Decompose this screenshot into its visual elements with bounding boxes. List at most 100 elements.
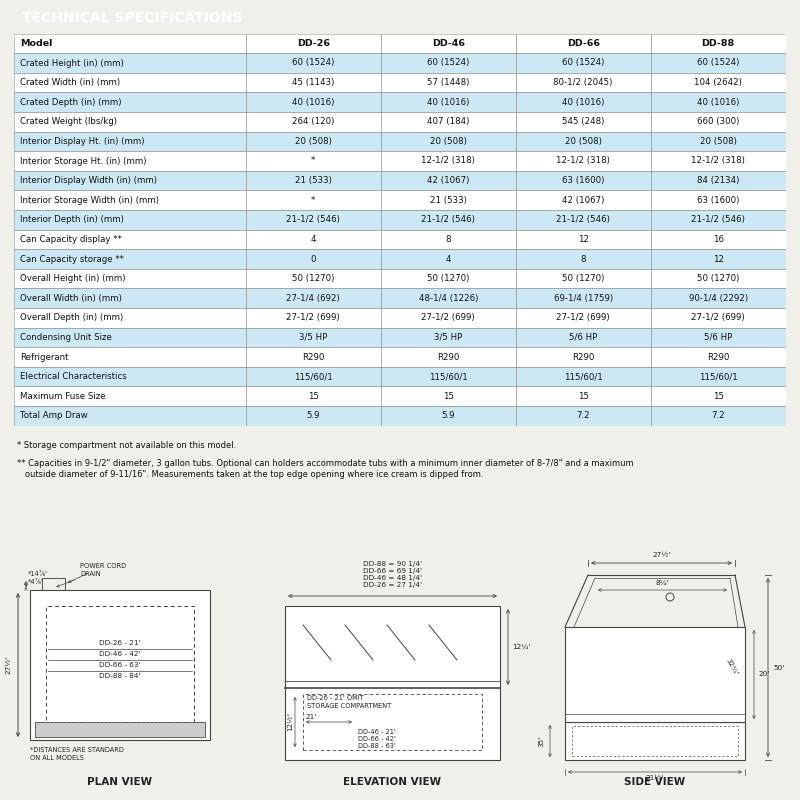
Text: Can Capacity display **: Can Capacity display ** [20,235,122,244]
Text: *DISTANCES ARE STANDARD: *DISTANCES ARE STANDARD [30,747,124,753]
Text: 21': 21' [305,714,316,720]
Text: 27-1/2 (699): 27-1/2 (699) [556,314,610,322]
Bar [565,627,745,722]
Bar [14,73,786,93]
Text: DD-66: DD-66 [566,39,600,48]
Text: Model: Model [20,39,52,48]
Text: 84 (2134): 84 (2134) [697,176,739,185]
Text: DD-88 - 84': DD-88 - 84' [99,673,141,679]
Bar [35,722,205,737]
Bar [14,386,786,406]
Text: 21 (533): 21 (533) [430,196,466,205]
Text: 27½': 27½' [5,656,11,674]
Bar [285,606,500,760]
Text: DD-88: DD-88 [702,39,734,48]
Text: R290: R290 [572,353,594,362]
Text: 12: 12 [578,235,589,244]
Text: SIDE VIEW: SIDE VIEW [624,777,686,787]
Text: DD-66 - 63': DD-66 - 63' [99,662,141,668]
Bar [572,726,738,756]
Text: DD-46 - 42': DD-46 - 42' [99,651,141,657]
Text: 20 (508): 20 (508) [430,137,466,146]
Text: 21½': 21½' [646,775,664,781]
Bar [14,230,786,250]
Text: Condensing Unit Size: Condensing Unit Size [20,333,112,342]
Text: 5.9: 5.9 [306,411,320,420]
Bar [14,53,786,73]
Text: ELEVATION VIEW: ELEVATION VIEW [343,777,442,787]
Bar [46,606,194,724]
Text: 21-1/2 (546): 21-1/2 (546) [556,215,610,224]
Text: DD-26 - 21': DD-26 - 21' [99,640,141,646]
Text: 15: 15 [308,392,318,401]
Text: 50 (1270): 50 (1270) [292,274,334,283]
Text: 115/60/1: 115/60/1 [698,372,738,381]
Text: 63 (1600): 63 (1600) [562,176,604,185]
Text: R290: R290 [707,353,730,362]
Text: 42 (1067): 42 (1067) [562,196,604,205]
Text: 35': 35' [538,735,544,746]
Text: 8: 8 [446,235,451,244]
Text: 32¾': 32¾' [725,658,739,677]
Text: 12-1/2 (318): 12-1/2 (318) [556,157,610,166]
Text: 115/60/1: 115/60/1 [429,372,467,381]
Bar [14,171,786,190]
Text: 48-1/4 (1226): 48-1/4 (1226) [418,294,478,302]
Text: 12¼': 12¼' [512,644,530,650]
Text: ON ALL MODELS: ON ALL MODELS [30,755,84,761]
Text: 69-1/4 (1759): 69-1/4 (1759) [554,294,613,302]
Text: Overall Width (in) (mm): Overall Width (in) (mm) [20,294,122,302]
Text: 50 (1270): 50 (1270) [562,274,604,283]
Bar [14,34,786,53]
Text: DD-66 = 69 1/4': DD-66 = 69 1/4' [363,568,422,574]
Text: 21-1/2 (546): 21-1/2 (546) [422,215,475,224]
Bar [14,249,786,269]
Text: *: * [311,157,315,166]
Bar [14,308,786,328]
Text: Overall Depth (in) (mm): Overall Depth (in) (mm) [20,314,123,322]
Text: Crated Depth (in) (mm): Crated Depth (in) (mm) [20,98,122,106]
Text: Interior Display Width (in) (mm): Interior Display Width (in) (mm) [20,176,157,185]
Text: DD-88 = 90 1/4': DD-88 = 90 1/4' [363,561,422,567]
Text: 90-1/4 (2292): 90-1/4 (2292) [689,294,748,302]
Text: 63 (1600): 63 (1600) [697,196,739,205]
Text: STORAGE COMPARTMENT: STORAGE COMPARTMENT [307,703,391,709]
Text: 80-1/2 (2045): 80-1/2 (2045) [554,78,613,87]
Text: Electrical Characteristics: Electrical Characteristics [20,372,126,381]
Text: POWER CORD: POWER CORD [68,563,126,582]
Text: 5/6 HP: 5/6 HP [704,333,732,342]
Text: 5/6 HP: 5/6 HP [569,333,598,342]
Text: 660 (300): 660 (300) [697,118,739,126]
Text: 42 (1067): 42 (1067) [427,176,470,185]
Text: * Storage compartment not available on this model.: * Storage compartment not available on t… [17,441,236,450]
Text: PLAN VIEW: PLAN VIEW [87,777,153,787]
Text: 60 (1524): 60 (1524) [562,58,604,67]
Text: 21-1/2 (546): 21-1/2 (546) [286,215,340,224]
Text: Crated Weight (lbs/kg): Crated Weight (lbs/kg) [20,118,117,126]
Text: Maximum Fuse Size: Maximum Fuse Size [20,392,106,401]
Text: 60 (1524): 60 (1524) [697,58,739,67]
Text: DD-26 - 21' OMIT: DD-26 - 21' OMIT [307,695,364,701]
Bar [303,694,482,750]
Text: Crated Height (in) (mm): Crated Height (in) (mm) [20,58,123,67]
Text: DD-46: DD-46 [432,39,465,48]
Bar [14,328,786,347]
Text: *4⁷⁄₈': *4⁷⁄₈' [28,579,44,585]
Text: 12-1/2 (318): 12-1/2 (318) [422,157,475,166]
Text: 27-1/2 (699): 27-1/2 (699) [691,314,745,322]
Text: 15: 15 [578,392,589,401]
Text: ** Capacities in 9-1/2" diameter, 3 gallon tubs. Optional can holders accommodat: ** Capacities in 9-1/2" diameter, 3 gall… [17,459,634,478]
Text: Interior Display Ht. (in) (mm): Interior Display Ht. (in) (mm) [20,137,144,146]
Text: 50': 50' [773,665,784,670]
Text: 45 (1143): 45 (1143) [292,78,334,87]
Text: 40 (1016): 40 (1016) [562,98,604,106]
Text: DD-46 = 48 1/4': DD-46 = 48 1/4' [363,575,422,581]
Bar [14,366,786,386]
Text: 407 (184): 407 (184) [427,118,470,126]
Text: 264 (120): 264 (120) [292,118,334,126]
Bar [14,92,786,112]
Text: TECHNICAL SPECIFICATIONS: TECHNICAL SPECIFICATIONS [22,10,242,25]
Text: 60 (1524): 60 (1524) [427,58,470,67]
Text: 40 (1016): 40 (1016) [697,98,739,106]
Bar [14,112,786,131]
